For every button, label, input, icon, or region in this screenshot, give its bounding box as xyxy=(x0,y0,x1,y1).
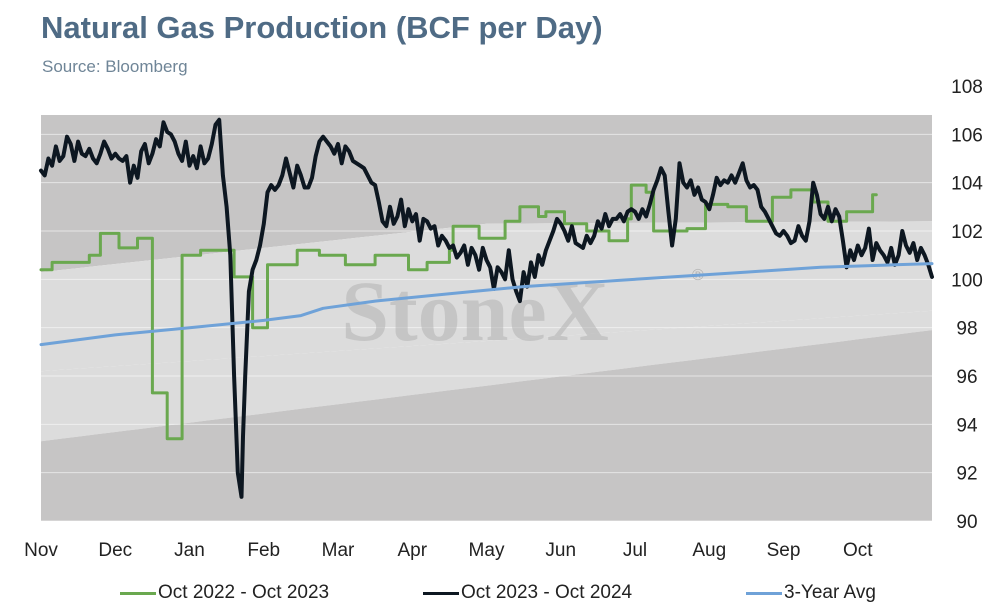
chart-subtitle: Source: Bloomberg xyxy=(42,57,188,76)
series-line-3-year-avg xyxy=(39,262,934,347)
x-tick-label: May xyxy=(469,540,505,561)
x-tick-label: Jan xyxy=(174,540,205,561)
legend-label: Oct 2022 - Oct 2023 xyxy=(158,582,330,603)
legend-label: 3-Year Avg xyxy=(784,582,876,603)
series-lines xyxy=(39,117,934,499)
range-band-lower xyxy=(41,330,932,521)
legend-swatch xyxy=(120,591,156,595)
gridlines xyxy=(41,85,932,522)
y-tick-label: 108 xyxy=(951,77,983,98)
y-tick-label: 94 xyxy=(956,415,978,436)
chart-title: Natural Gas Production (BCF per Day) xyxy=(41,10,603,45)
x-tick-label: Jul xyxy=(623,540,647,561)
y-tick-label: 102 xyxy=(951,222,983,243)
x-tick-label: Aug xyxy=(692,540,726,561)
legend-swatch xyxy=(746,591,782,595)
series-line-2023-2024 xyxy=(39,117,934,499)
y-tick-label: 92 xyxy=(956,464,977,485)
legend-label: Oct 2023 - Oct 2024 xyxy=(461,582,633,603)
x-tick-label: Sep xyxy=(767,540,801,561)
y-tick-label: 98 xyxy=(956,319,977,340)
legend-swatch xyxy=(423,591,459,595)
y-tick-label: 96 xyxy=(956,367,977,388)
range-bands xyxy=(41,86,932,521)
y-tick-label: 100 xyxy=(951,270,983,291)
x-tick-label: Mar xyxy=(322,540,355,561)
y-axis: 90 92 94 96 98 100 102 104 106 108 xyxy=(951,77,983,533)
y-tick-label: 104 xyxy=(951,174,983,195)
legend-item: Oct 2023 - Oct 2024 xyxy=(423,582,632,604)
y-tick-label: 90 xyxy=(956,512,977,533)
stonex-watermark: StoneX xyxy=(341,263,609,359)
legend-item: 3-Year Avg xyxy=(746,582,876,604)
x-tick-label: Oct xyxy=(843,540,873,561)
x-axis: Nov Dec Jan Feb Mar Apr May Jun Jul Aug Sep Oct xyxy=(24,540,873,561)
legend: Oct 2022 - Oct 2023 Oct 2023 - Oct 2024 3-… xyxy=(0,582,994,608)
y-tick-label: 106 xyxy=(951,125,983,146)
x-tick-label: Apr xyxy=(397,540,427,561)
range-band-inner xyxy=(41,221,932,372)
series-line-2022-2023 xyxy=(39,183,878,441)
x-tick-label: Nov xyxy=(24,540,58,561)
x-tick-label: Feb xyxy=(247,540,280,561)
x-tick-label: Jun xyxy=(545,540,576,561)
x-tick-label: Dec xyxy=(98,540,132,561)
legend-item: Oct 2022 - Oct 2023 xyxy=(120,582,329,604)
